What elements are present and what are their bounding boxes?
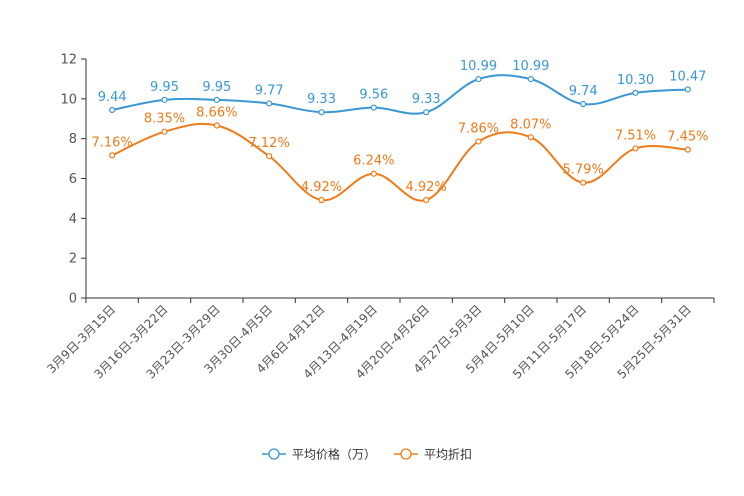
data-label: 10.30 bbox=[617, 73, 654, 88]
data-point[interactable] bbox=[684, 86, 691, 93]
legend: 平均价格（万） 平均折扣 bbox=[262, 447, 472, 462]
data-point[interactable] bbox=[475, 76, 482, 83]
data-label: 10.99 bbox=[460, 59, 497, 74]
data-label: 4.92% bbox=[301, 180, 342, 195]
data-label: 9.95 bbox=[150, 80, 179, 95]
data-label: 8.66% bbox=[196, 106, 237, 121]
series-line-1 bbox=[111, 74, 688, 115]
y-tick-label: 2 bbox=[69, 252, 77, 267]
data-point[interactable] bbox=[580, 100, 587, 108]
data-label: 4.92% bbox=[406, 180, 447, 195]
data-label: 9.74 bbox=[569, 84, 598, 99]
data-label: 9.77 bbox=[255, 83, 284, 98]
data-label: 7.12% bbox=[249, 136, 290, 151]
data-label: 5.79% bbox=[563, 163, 604, 178]
data-label: 7.51% bbox=[615, 128, 656, 143]
data-point[interactable] bbox=[318, 109, 325, 116]
data-label: 8.07% bbox=[510, 117, 551, 132]
y-tick-label: 8 bbox=[69, 132, 77, 147]
data-point[interactable] bbox=[423, 109, 430, 116]
y-tick-label: 10 bbox=[60, 92, 77, 107]
data-point[interactable] bbox=[527, 134, 534, 141]
series-lines bbox=[111, 74, 688, 202]
data-label: 9.56 bbox=[359, 88, 388, 103]
data-point[interactable] bbox=[684, 146, 691, 153]
legend-marker-2 bbox=[400, 448, 412, 460]
data-point[interactable] bbox=[580, 179, 587, 186]
data-point[interactable] bbox=[632, 145, 639, 152]
data-point[interactable] bbox=[370, 170, 377, 177]
legend-marker-1 bbox=[268, 448, 280, 460]
data-point[interactable] bbox=[213, 122, 220, 129]
y-tick-label: 12 bbox=[60, 53, 77, 68]
data-label: 6.24% bbox=[353, 154, 394, 169]
data-label: 10.47 bbox=[669, 69, 706, 84]
data-label: 9.33 bbox=[307, 92, 336, 107]
data-point[interactable] bbox=[370, 104, 377, 111]
data-labels: 9.44 9.95 9.95 9.77 9.33 9.56 9.33 10.99 10.99 9.… bbox=[92, 59, 709, 195]
data-label: 7.86% bbox=[458, 121, 499, 136]
data-point[interactable] bbox=[475, 138, 482, 145]
y-tick-label: 0 bbox=[69, 292, 77, 307]
data-label: 10.99 bbox=[512, 59, 549, 74]
data-label: 7.16% bbox=[92, 135, 133, 150]
data-point[interactable] bbox=[109, 106, 116, 114]
y-tick-label: 4 bbox=[69, 212, 77, 227]
data-point[interactable] bbox=[213, 96, 220, 103]
data-point[interactable] bbox=[109, 152, 116, 159]
data-label: 8.35% bbox=[144, 112, 185, 127]
legend-label-1[interactable]: 平均价格（万） bbox=[292, 447, 376, 462]
data-label: 9.44 bbox=[98, 90, 127, 105]
data-point[interactable] bbox=[318, 196, 325, 204]
data-point[interactable] bbox=[266, 100, 273, 107]
data-points bbox=[109, 76, 691, 204]
legend-label-2[interactable]: 平均折扣 bbox=[424, 447, 472, 462]
data-point[interactable] bbox=[161, 96, 168, 103]
data-point[interactable] bbox=[632, 89, 639, 96]
data-label: 7.45% bbox=[667, 130, 708, 145]
y-tick-label: 6 bbox=[69, 172, 77, 187]
data-point[interactable] bbox=[161, 128, 168, 135]
data-label: 9.33 bbox=[412, 92, 441, 107]
data-point[interactable] bbox=[266, 153, 273, 160]
data-point[interactable] bbox=[423, 196, 430, 204]
data-point[interactable] bbox=[527, 76, 534, 83]
data-label: 9.95 bbox=[202, 80, 231, 95]
